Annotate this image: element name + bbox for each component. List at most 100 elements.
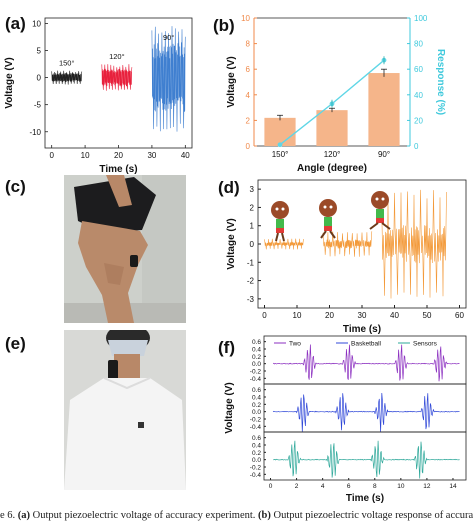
x-tick-label: 0 (262, 311, 267, 320)
series-line-0 (51, 70, 83, 85)
panel-label-c: (c) (5, 177, 26, 196)
y-tick-label: -0.4 (250, 472, 262, 479)
y2-tick-label: 40 (414, 91, 423, 100)
panel-label-a: (a) (5, 14, 26, 33)
series-annotation: 150° (59, 59, 75, 68)
y-tick-label: -0.2 (250, 417, 262, 424)
x-tick-label: 60 (455, 311, 464, 320)
x-tick-label: 10 (293, 311, 302, 320)
y-tick-label: -1 (247, 258, 255, 267)
y-tick-label: 0.0 (252, 409, 261, 416)
y-axis-label: Voltage (V) (226, 218, 237, 269)
panel-label-f: (f) (218, 338, 235, 357)
y-tick-label: -5 (34, 101, 42, 110)
x-tick-label: 30 (147, 151, 156, 160)
y-tick-label: -0.2 (250, 369, 262, 376)
y2-axis-label: Response (%) (435, 49, 446, 115)
x-tick-label: 12 (423, 483, 431, 490)
y-axis-label: Voltage (V) (4, 57, 15, 108)
bar (264, 117, 296, 146)
y-tick-label: -2 (247, 277, 255, 286)
y-tick-label: 0.6 (252, 387, 261, 394)
y-tick-label: 5 (37, 47, 42, 56)
y-tick-label: 0.0 (252, 457, 261, 464)
y-tick-label: 1 (250, 222, 255, 231)
y-tick-label: 0 (250, 240, 255, 249)
x-tick-label: 0 (49, 151, 54, 160)
y-tick-label: 4 (246, 91, 251, 100)
figure-caption: e 6. (a) Output piezoelectric voltage of… (0, 506, 474, 525)
x-tick-label: 10 (81, 151, 90, 160)
y-tick-label: -0.4 (250, 376, 262, 383)
figure-running-icon (369, 191, 391, 230)
y-tick-label: -10 (29, 128, 41, 137)
x-tick-label: 120° (324, 150, 341, 159)
y2-tick-label: 60 (414, 65, 423, 74)
series-line-2 (151, 26, 186, 132)
y2-tick-label: 20 (414, 116, 423, 125)
x-tick-label: 14 (449, 483, 457, 490)
series-line-1 (272, 392, 460, 432)
y-tick-label: 0.4 (252, 347, 261, 354)
y-tick-label: -0.4 (250, 424, 262, 431)
x-axis-label: Time (s) (346, 493, 384, 504)
photo-knee-sensor (64, 175, 186, 323)
series-line-1 (101, 64, 133, 91)
legend-label: Sensors (413, 341, 438, 348)
y2-tick-label: 80 (414, 40, 423, 49)
y-tick-label: 8 (246, 40, 251, 49)
x-tick-label: 30 (358, 311, 367, 320)
photo-neck-sensor (64, 330, 186, 490)
bar (368, 73, 400, 146)
y-tick-label: -3 (247, 295, 255, 304)
figure-walking-icon (271, 201, 289, 242)
y-tick-label: 3 (250, 185, 255, 194)
caption-b-text: Output piezoelectric voltage response of… (270, 510, 474, 521)
caption-a-text: Output piezoelectric voltage of accuracy… (30, 510, 259, 521)
bar (316, 110, 348, 146)
x-tick-label: 8 (373, 483, 377, 490)
x-tick-label: 20 (325, 311, 334, 320)
y-tick-label: 0.6 (252, 435, 261, 442)
series-line-1 (322, 231, 373, 257)
x-tick-label: 90° (378, 150, 390, 159)
x-tick-label: 20 (114, 151, 123, 160)
y2-tick-label: 0 (414, 142, 419, 151)
x-axis-label: Time (s) (343, 324, 381, 335)
x-tick-label: 6 (347, 483, 351, 490)
y-tick-label: 6 (246, 65, 251, 74)
series-line-2 (381, 189, 447, 299)
x-tick-label: 2 (295, 483, 299, 490)
y-tick-label: 0.2 (252, 354, 261, 361)
y-axis-label: Voltage (V) (224, 382, 235, 433)
y-tick-label: 0 (246, 142, 251, 151)
panel-label-b: (b) (213, 16, 235, 35)
legend-label: Basketball (351, 341, 382, 348)
chart-f: 0.60.40.20.0-0.2-0.4Two0.60.40.20.0-0.2-… (224, 335, 467, 504)
y-tick-label: 10 (32, 19, 41, 28)
y-tick-label: -0.2 (250, 465, 262, 472)
y-tick-label: 0.2 (252, 402, 261, 409)
response-point (277, 142, 283, 148)
panel-label-d: (d) (218, 178, 240, 197)
x-axis-label: Angle (degree) (297, 163, 367, 174)
y-tick-label: 0.4 (252, 443, 261, 450)
y-tick-label: 2 (250, 203, 255, 212)
y-tick-label: 0.2 (252, 450, 261, 457)
x-axis-label: Time (s) (99, 164, 137, 175)
figure-jogging-icon (319, 199, 337, 239)
y2-tick-label: 100 (414, 14, 428, 23)
caption-a-tag: (a) (17, 510, 31, 521)
y-tick-label: 0.0 (252, 361, 261, 368)
y-tick-label: 0 (37, 74, 42, 83)
series-line-2 (273, 440, 460, 479)
x-tick-label: 40 (181, 151, 190, 160)
y-axis-label: Voltage (V) (226, 56, 237, 107)
subplot-frame (263, 383, 467, 433)
subplot-frame (263, 431, 467, 481)
series-line-0 (273, 344, 460, 382)
series-annotation: 120° (109, 52, 125, 61)
caption-lead: e 6. (0, 510, 18, 521)
